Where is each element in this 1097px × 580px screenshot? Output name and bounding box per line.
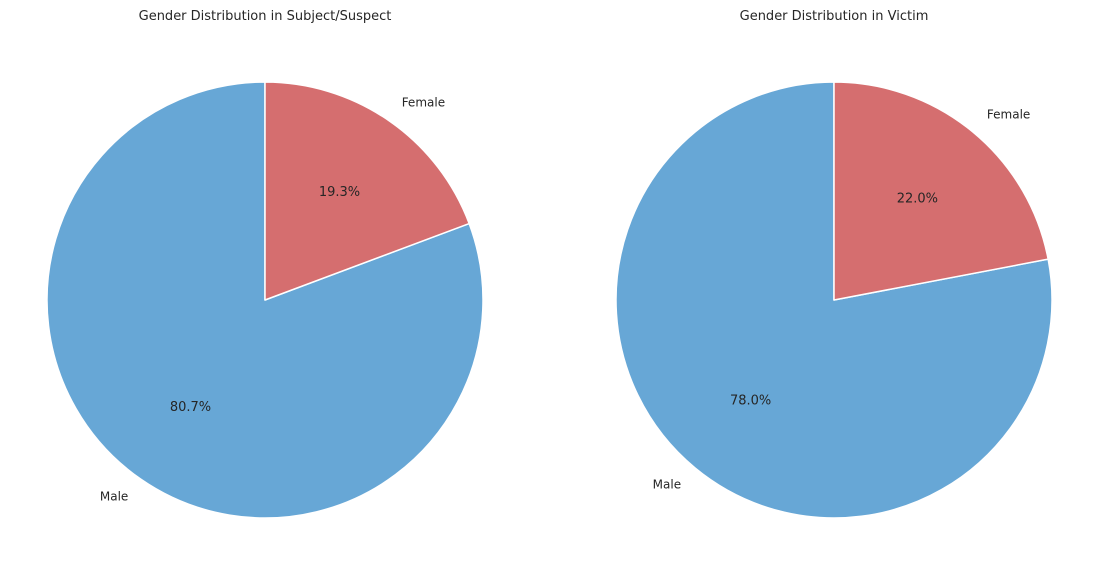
slice-percentage-female: 22.0% xyxy=(897,192,938,207)
pie-chart-victim: Gender Distribution in Victim Male 78.0% F… xyxy=(615,9,1053,519)
slice-percentage-female: 19.3% xyxy=(319,185,360,200)
pie-chart-subject-suspect: Gender Distribution in Subject/Suspect M… xyxy=(46,9,484,519)
slice-label-female: Female xyxy=(402,95,445,109)
slice-label-male: Male xyxy=(100,490,128,504)
pie-slice-female xyxy=(264,81,470,301)
slice-percentage-male: 78.0% xyxy=(730,393,771,408)
pie-slice-female xyxy=(833,81,1049,301)
slice-label-female: Female xyxy=(987,108,1030,122)
chart-title: Gender Distribution in Victim xyxy=(740,9,929,24)
slice-label-male: Male xyxy=(653,477,681,491)
chart-title: Gender Distribution in Subject/Suspect xyxy=(139,9,392,24)
slice-percentage-male: 80.7% xyxy=(170,400,211,415)
